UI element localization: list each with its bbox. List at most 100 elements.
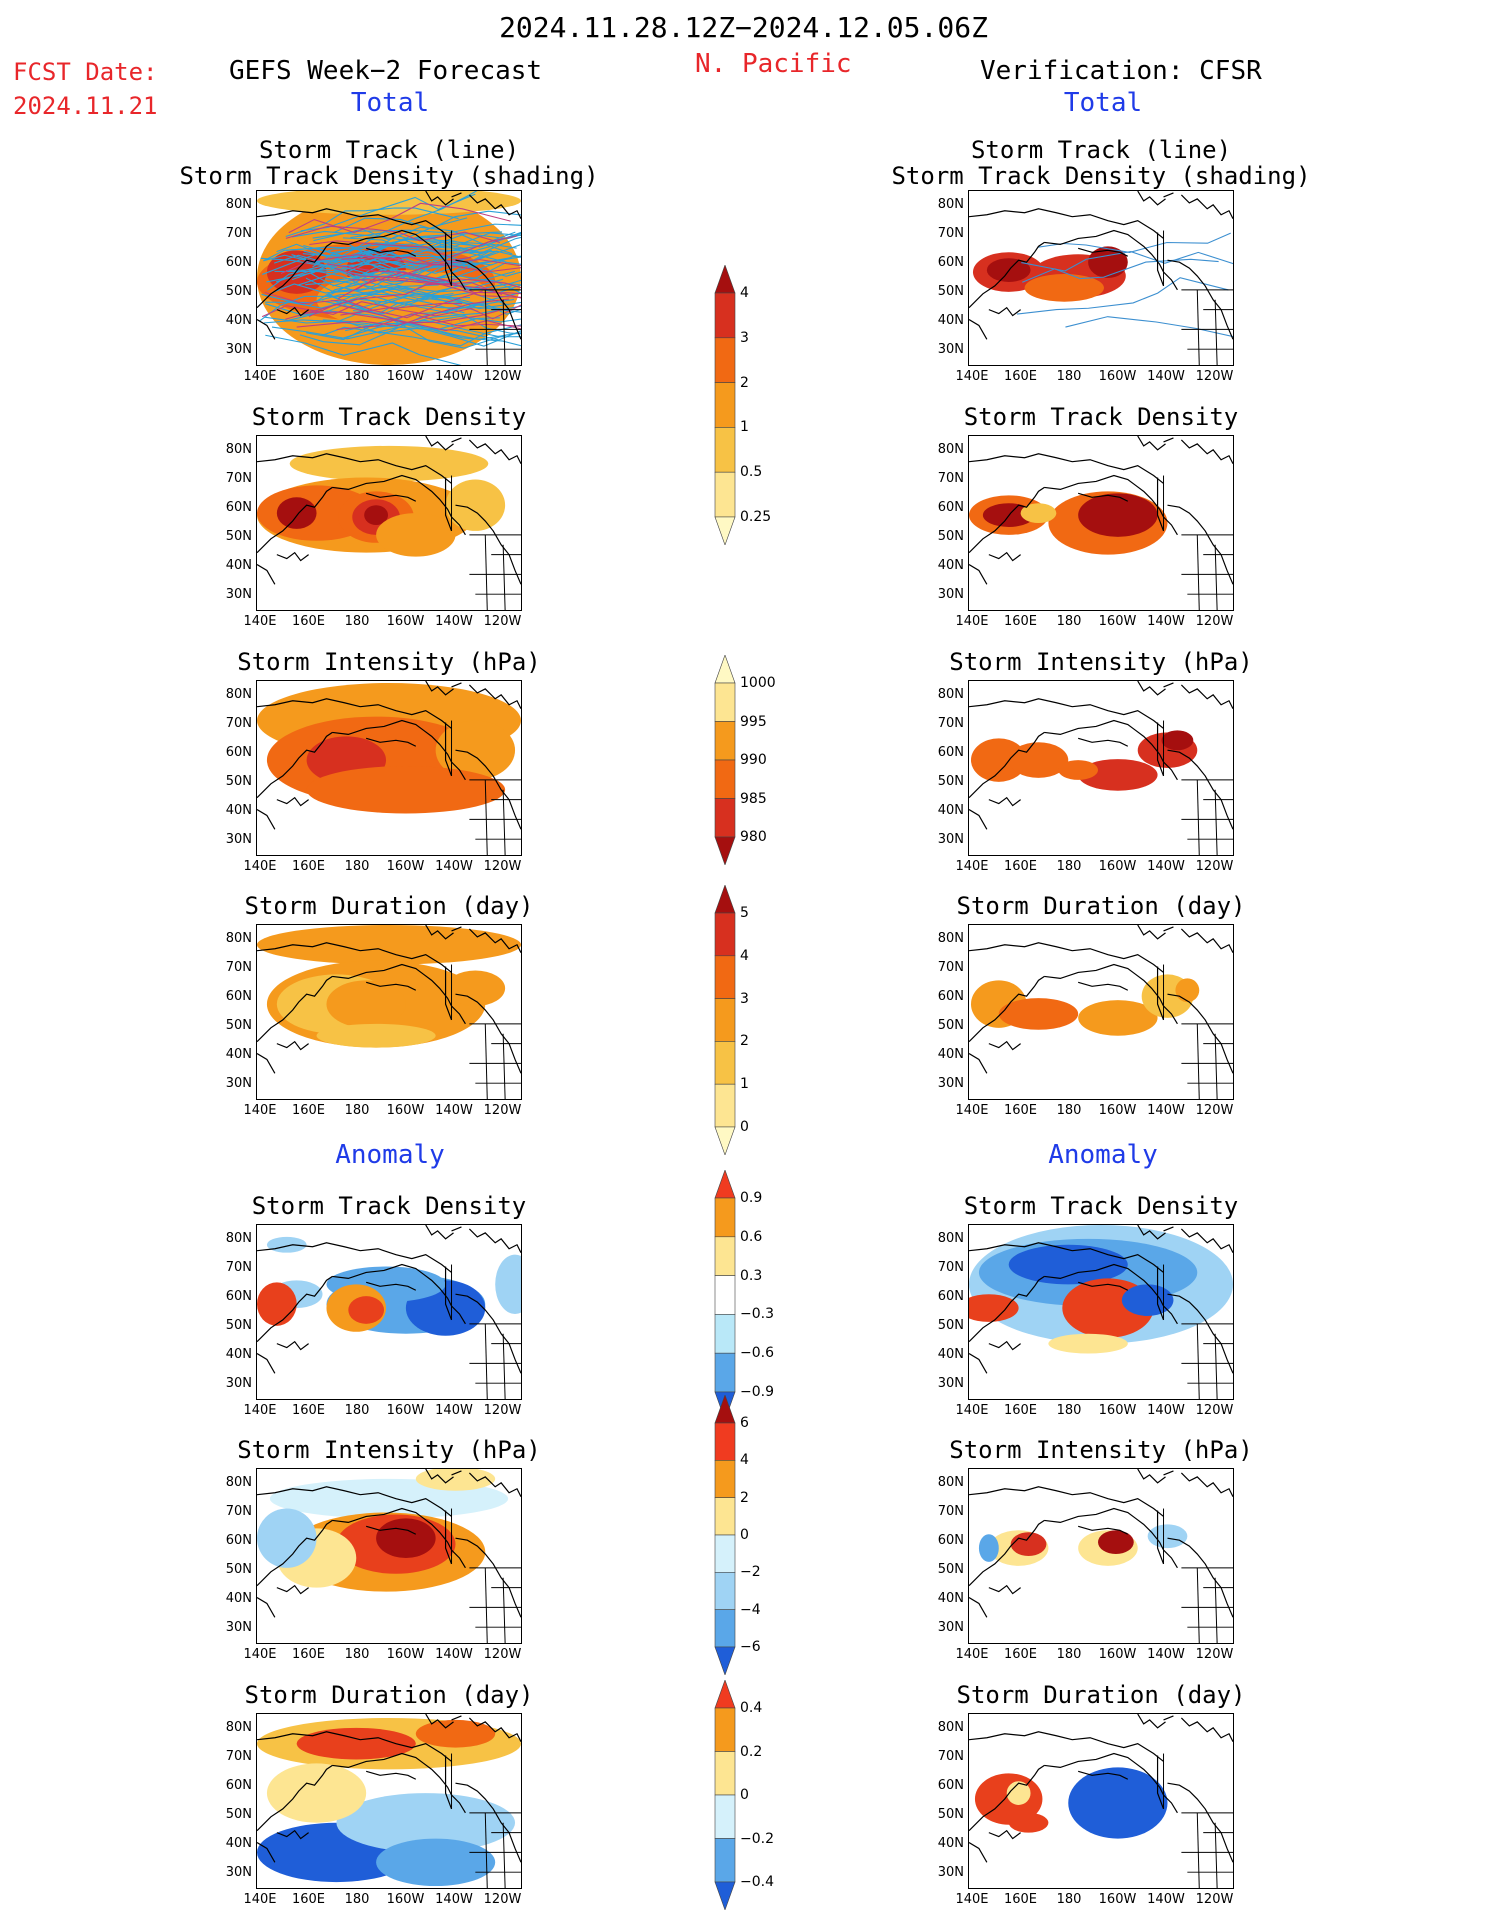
colorbar-density: 4 3 2 1 0.5 0.25 xyxy=(714,264,794,546)
lat-tick-label: 50N xyxy=(225,1562,252,1577)
storm-track-line xyxy=(296,298,509,328)
storm-track-line xyxy=(305,263,493,292)
lat-tick-label: 40N xyxy=(225,1047,252,1062)
coastline xyxy=(988,306,1021,317)
storm-track-line xyxy=(274,270,465,314)
colorbar-label: −2 xyxy=(740,1564,761,1581)
colorbar-segment xyxy=(714,1169,736,1199)
panel-title-verification-5-0: Storm Intensity (hPa) xyxy=(949,1436,1253,1464)
colorbar-segment xyxy=(714,292,736,339)
border-line xyxy=(1196,289,1200,365)
coastline xyxy=(969,731,1045,799)
colorbar-label: 2 xyxy=(740,1489,749,1506)
colorbar-segment xyxy=(714,1126,736,1156)
fcst-date-value: 2024.11.21 xyxy=(13,92,158,120)
lat-tick-label: 40N xyxy=(225,313,252,328)
lat-tick-label: 30N xyxy=(937,832,964,847)
storm-track-line xyxy=(285,207,459,237)
lat-tick-label: 30N xyxy=(225,342,252,357)
coastline xyxy=(1137,1469,1166,1484)
map-panel-forecast-6 xyxy=(256,1713,522,1889)
colorbar-segment xyxy=(714,955,736,999)
coastline xyxy=(1156,1266,1165,1321)
colorbar-segment xyxy=(714,1572,736,1610)
colorbar-label: 1000 xyxy=(740,675,776,691)
map-panel-verification-2 xyxy=(968,680,1234,856)
coastline xyxy=(451,682,521,709)
shading-blob xyxy=(1008,1812,1049,1833)
border-line xyxy=(1214,544,1218,610)
lon-tick-label: 120W xyxy=(1195,1103,1234,1118)
coastline xyxy=(257,1597,276,1618)
colorbar-segment xyxy=(714,1394,736,1424)
coastline xyxy=(1163,1715,1233,1742)
coastline xyxy=(425,1225,454,1240)
shading-blob xyxy=(316,1023,436,1048)
shading-blob xyxy=(1147,1524,1188,1549)
coastline xyxy=(988,1584,1021,1595)
shading-blob xyxy=(1078,1000,1158,1036)
coastline xyxy=(257,698,452,729)
colorbar-segment xyxy=(714,1707,736,1752)
colorbar-segment xyxy=(714,682,736,722)
shading-blob xyxy=(1020,503,1057,523)
shading-blob xyxy=(998,998,1079,1030)
lon-tick-label: 160E xyxy=(291,1647,326,1662)
lat-tick-label: 50N xyxy=(225,1318,252,1333)
map-panel-verification-3 xyxy=(968,924,1234,1100)
coastline xyxy=(1163,192,1233,219)
storm-track-line xyxy=(286,310,500,331)
colorbar-segment xyxy=(714,427,736,473)
storm-track-line xyxy=(266,230,443,283)
colorbar-duration-anom: 0.4 0.2 0 −0.2 −0.4 xyxy=(714,1679,794,1911)
coastline xyxy=(366,492,417,502)
border-line xyxy=(1196,1812,1200,1888)
lon-tick-label: 120W xyxy=(1195,614,1234,629)
storm-track-line xyxy=(263,319,500,341)
colorbar-segment xyxy=(714,1422,736,1461)
lat-tick-label: 30N xyxy=(225,1076,252,1091)
lon-tick-label: 140E xyxy=(955,1647,989,1662)
region-title: N. Pacific xyxy=(695,49,852,79)
lat-tick-label: 40N xyxy=(225,803,252,818)
colorbar-label: 3 xyxy=(740,990,749,1007)
colorbar-segment xyxy=(714,1534,736,1573)
coastline xyxy=(1078,981,1129,991)
lon-tick-label: 180 xyxy=(344,859,370,874)
lat-tick-label: 70N xyxy=(225,226,252,241)
storm-track-line xyxy=(309,270,516,296)
coastline xyxy=(969,241,1045,309)
lon-tick-label: 140E xyxy=(955,1103,989,1118)
colorbar-label: 4 xyxy=(740,947,749,964)
lon-tick-label: 180 xyxy=(1056,1647,1082,1662)
lon-tick-label: 140E xyxy=(243,1647,277,1662)
storm-track-line xyxy=(346,287,521,335)
map-panel-forecast-4 xyxy=(256,1224,522,1400)
lat-tick-label: 60N xyxy=(937,989,964,1004)
panel-title-verification-3-0: Storm Duration (day) xyxy=(956,892,1246,920)
lat-tick-label: 40N xyxy=(225,558,252,573)
storm-track-line xyxy=(285,225,501,244)
shading-blob xyxy=(445,970,506,1007)
lon-tick-label: 180 xyxy=(344,1103,370,1118)
lon-tick-label: 140W xyxy=(1147,369,1185,384)
coastline xyxy=(455,993,521,1074)
lon-tick-label: 180 xyxy=(1056,1103,1082,1118)
lon-tick-label: 120W xyxy=(483,859,522,874)
storm-track-line xyxy=(333,241,521,272)
storm-track-line xyxy=(264,290,483,319)
border-line xyxy=(502,1577,506,1643)
panel-title-verification-0-0: Storm Track (line) xyxy=(970,136,1232,164)
colorbar-label: 0 xyxy=(740,1119,749,1135)
total-label-right: Total xyxy=(1063,88,1143,118)
lat-tick-label: 80N xyxy=(225,197,252,212)
lat-tick-label: 80N xyxy=(937,197,964,212)
lat-tick-label: 60N xyxy=(225,1289,252,1304)
coastline xyxy=(257,809,276,830)
coastline xyxy=(444,1755,453,1810)
colorbar-label: 3 xyxy=(740,329,749,346)
colorbar-segment xyxy=(714,998,736,1042)
lon-tick-label: 180 xyxy=(344,369,370,384)
lat-tick-label: 60N xyxy=(937,1289,964,1304)
lon-tick-label: 180 xyxy=(1056,614,1082,629)
